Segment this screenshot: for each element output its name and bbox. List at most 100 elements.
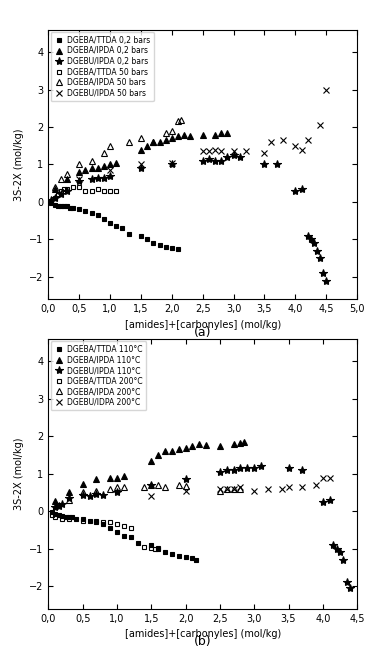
DGEBA/TTDA 110°C [70,513,75,520]
DGEBU/IDPA 200°C [225,485,229,493]
DGEBU/IPDA 50 bars [170,159,174,166]
DGEBA/IPDA 110°C [67,488,71,496]
DGEBA/TTDA 110°C [183,553,188,561]
DGEBA/IPDA 0,2 bars [83,166,88,174]
DGEBA/IPDA 50 bars [139,134,143,142]
DGEBA/IPDA 110°C [183,443,188,451]
DGEBA/IPDA 50 bars [126,138,131,146]
Line: DGEBA/TTDA 0,2 bars: DGEBA/TTDA 0,2 bars [49,200,180,251]
DGEBA/TTDA 110°C [194,556,198,564]
DGEBA/TTDA 50 bars [49,198,54,206]
DGEBU/IPDA 0,2 bars [225,153,230,161]
DGEBA/IPDA 0,2 bars [139,145,143,153]
X-axis label: [amides]+[carbonyles] (mol/kg): [amides]+[carbonyles] (mol/kg) [125,629,281,639]
DGEBU/IPDA 0,2 bars [65,187,69,195]
DGEBA/IPDA 200°C [122,483,126,491]
DGEBA/IPDA 0,2 bars [188,132,193,140]
DGEBU/IPDA 0,2 bars [207,155,211,163]
DGEBA/IPDA 0,2 bars [102,163,106,170]
DGEBA/IPDA 110°C [94,476,99,484]
DGEBA/IPDA 110°C [190,442,195,449]
DGEBA/TTDA 110°C [63,513,68,520]
DGEBA/TTDA 0,2 bars [68,203,72,211]
DGEBU/IPDA 0,2 bars [231,151,236,159]
DGEBA/TTDA 110°C [101,520,106,528]
DGEBA/TTDA 200°C [60,515,64,522]
Line: DGEBA/IPDA 110°C: DGEBA/IPDA 110°C [52,439,247,504]
Line: DGEBU/IPDA 110°C: DGEBU/IPDA 110°C [51,462,355,592]
DGEBA/IPDA 200°C [115,483,119,491]
DGEBA/TTDA 50 bars [62,185,66,193]
DGEBA/TTDA 110°C [115,528,119,536]
DGEBU/IDPA 200°C [252,487,256,495]
DGEBU/IPDA 0,2 bars [312,240,316,247]
DGEBA/TTDA 0,2 bars [120,224,125,232]
DGEBA/IPDA 200°C [218,487,222,495]
DGEBU/IPDA 0,2 bars [213,157,217,164]
DGEBA/IPDA 200°C [108,485,112,493]
DGEBU/IPDA 50 bars [324,86,328,93]
DGEBA/TTDA 200°C [53,513,57,520]
DGEBU/IPDA 110°C [300,466,304,474]
Line: DGEBA/TTDA 200°C: DGEBA/TTDA 200°C [49,513,161,551]
Legend: DGEBA/TTDA 0,2 bars, DGEBA/IPDA 0,2 bars, DGEBU/IPDA 0,2 bars, DGEBA/TTDA 50 bar: DGEBA/TTDA 0,2 bars, DGEBA/IPDA 0,2 bars… [51,32,154,101]
DGEBA/IPDA 0,2 bars [182,130,186,138]
X-axis label: [amides]+[carbonyles] (mol/kg): [amides]+[carbonyles] (mol/kg) [125,320,281,330]
DGEBU/IPDA 0,2 bars [305,232,310,240]
DGEBU/IPDA 110°C [238,464,243,472]
DGEBA/TTDA 50 bars [114,187,119,195]
DGEBA/TTDA 110°C [176,552,181,560]
DGEBA/TTDA 110°C [163,549,167,557]
DGEBA/TTDA 110°C [74,515,78,522]
DGEBA/IPDA 200°C [183,482,188,490]
DGEBU/IDPA 200°C [149,492,154,500]
DGEBA/TTDA 110°C [156,545,160,553]
DGEBA/TTDA 110°C [128,534,133,542]
DGEBU/IPDA 110°C [87,492,92,500]
DGEBU/IPDA 110°C [80,492,85,499]
Line: DGEBU/IDPA 200°C: DGEBU/IDPA 200°C [148,474,333,499]
DGEBA/IPDA 0,2 bars [145,142,150,150]
DGEBU/IPDA 0,2 bars [139,164,143,172]
DGEBU/IPDA 0,2 bars [238,153,242,161]
DGEBU/IPDA 50 bars [77,176,81,184]
DGEBU/IDPA 200°C [183,487,188,495]
DGEBU/IDPA 200°C [238,483,243,491]
DGEBA/TTDA 50 bars [58,187,63,195]
DGEBU/IPDA 0,2 bars [201,157,205,164]
DGEBU/IPDA 110°C [149,481,154,489]
DGEBA/TTDA 50 bars [55,191,60,199]
DGEBA/IPDA 50 bars [108,142,112,150]
Line: DGEBA/TTDA 110°C: DGEBA/TTDA 110°C [49,509,198,563]
DGEBA/IPDA 110°C [115,474,119,482]
DGEBA/IPDA 110°C [53,497,57,505]
DGEBA/TTDA 110°C [87,517,92,524]
DGEBU/IPDA 50 bars [262,149,267,157]
DGEBA/TTDA 0,2 bars [71,203,75,211]
DGEBU/IPDA 50 bars [281,136,285,144]
DGEBA/IPDA 0,2 bars [89,164,94,172]
DGEBU/IPDA 50 bars [231,147,236,155]
DGEBA/IPDA 110°C [197,440,202,447]
DGEBA/TTDA 0,2 bars [157,241,162,249]
DGEBA/TTDA 0,2 bars [89,209,94,217]
DGEBU/IPDA 50 bars [213,145,217,153]
DGEBA/TTDA 200°C [153,545,157,553]
Line: DGEBA/IPDA 0,2 bars: DGEBA/IPDA 0,2 bars [51,130,231,192]
DGEBA/TTDA 50 bars [65,185,69,193]
DGEBA/IPDA 50 bars [52,183,57,191]
DGEBU/IPDA 0,2 bars [170,161,174,168]
DGEBA/IPDA 0,2 bars [96,164,100,172]
DGEBA/TTDA 0,2 bars [176,245,180,253]
DGEBU/IPDA 110°C [57,501,61,509]
DGEBA/TTDA 110°C [49,508,54,516]
DGEBU/IPDA 0,2 bars [299,185,304,193]
DGEBU/IPDA 0,2 bars [108,172,112,180]
DGEBU/IDPA 200°C [279,485,284,493]
DGEBA/TTDA 0,2 bars [55,202,60,210]
DGEBU/IDPA 200°C [300,483,304,491]
DGEBA/IPDA 50 bars [151,138,155,146]
DGEBA/TTDA 0,2 bars [96,211,100,219]
DGEBA/IPDA 50 bars [170,127,174,135]
Line: DGEBU/IPDA 50 bars: DGEBU/IPDA 50 bars [76,86,330,183]
